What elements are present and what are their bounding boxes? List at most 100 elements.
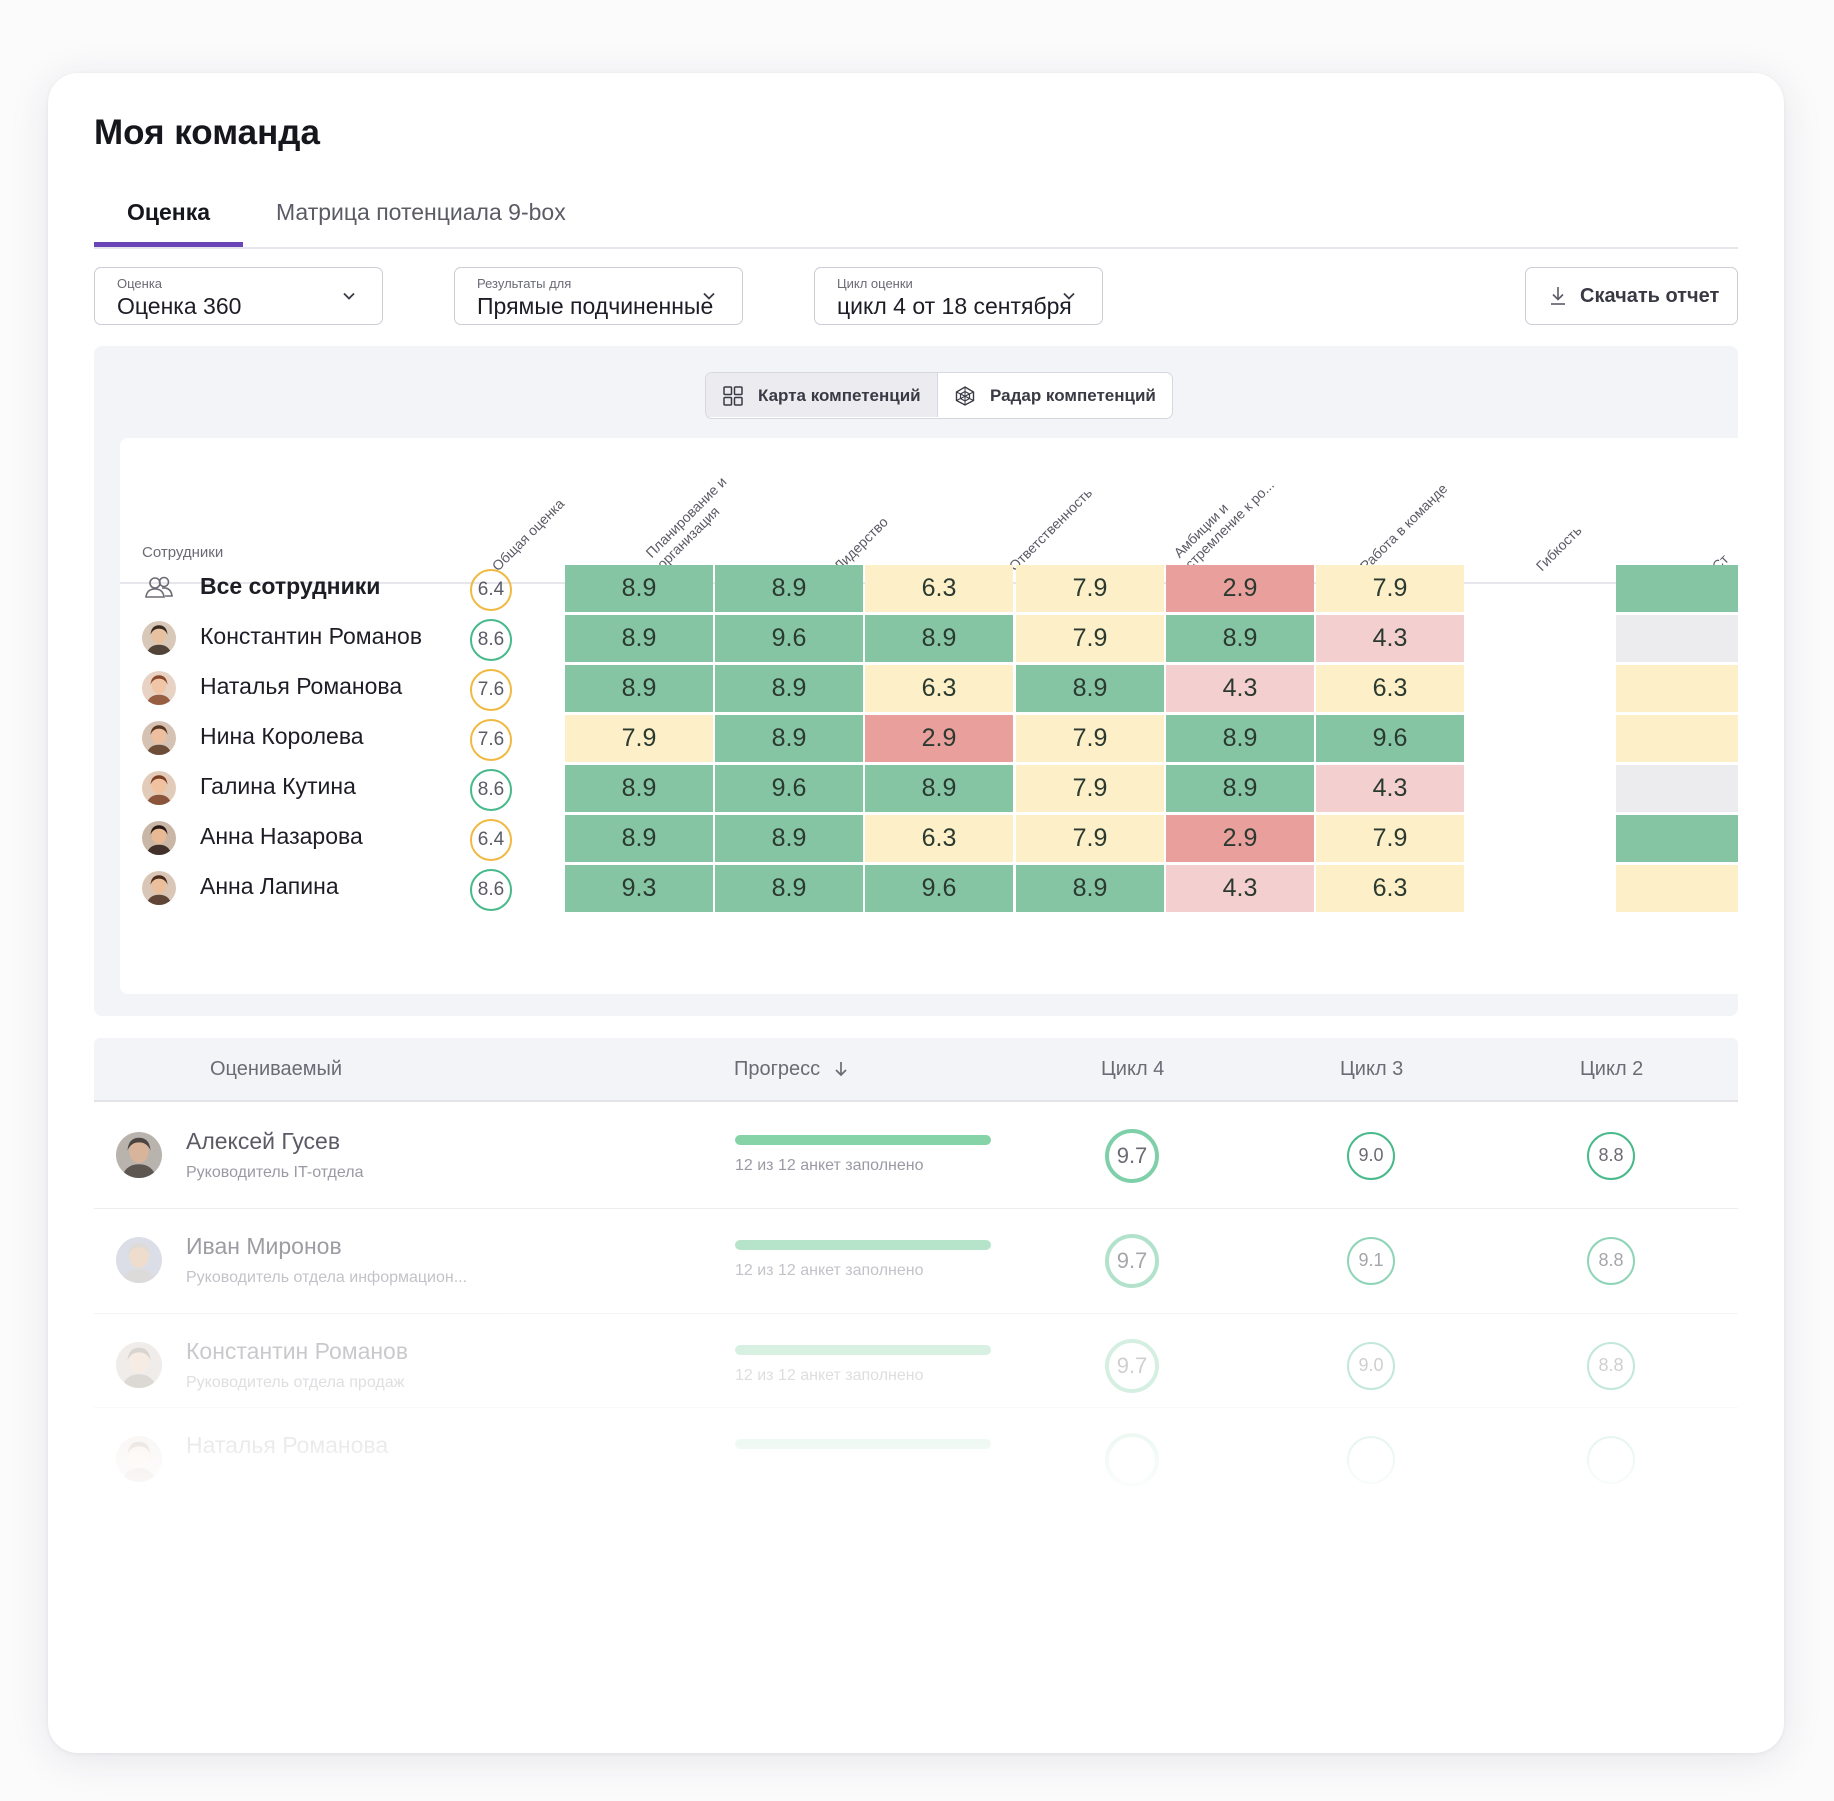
assessee-name[interactable]: Иван Миронов [186, 1233, 342, 1259]
overall-score-badge: 7.6 [470, 669, 512, 711]
competency-map-toggle[interactable]: Карта компетенций [706, 373, 938, 417]
cycle3-score-badge: 9.1 [1347, 1237, 1395, 1285]
score-cell[interactable]: 6.3 [865, 565, 1013, 612]
score-cell[interactable]: 8.9 [1166, 715, 1314, 762]
score-cell[interactable]: 9.6 [865, 865, 1013, 912]
overall-score-column-header: Общая оценка [488, 495, 568, 574]
table-row[interactable]: Наталья Романова [94, 1408, 1738, 1487]
avatar [142, 671, 176, 705]
assessment-select[interactable]: Оценка Оценка 360 [94, 267, 383, 325]
score-cell-truncated[interactable] [1616, 565, 1738, 612]
cycle2-score-badge: 8.8 [1587, 1342, 1635, 1390]
avatar [142, 771, 176, 805]
chevron-down-icon [343, 292, 355, 300]
score-cell-truncated[interactable] [1616, 615, 1738, 662]
download-report-button[interactable]: Скачать отчет [1525, 267, 1738, 325]
score-cell[interactable]: 8.9 [565, 815, 713, 862]
employee-name[interactable]: Галина Кутина [200, 773, 356, 799]
column-header-teamwork: Работа в команде [1356, 480, 1451, 574]
employee-name[interactable]: Нина Королева [200, 723, 364, 749]
score-cell[interactable]: 2.9 [1166, 565, 1314, 612]
score-cell[interactable]: 6.3 [865, 815, 1013, 862]
results-for-select[interactable]: Результаты для Прямые подчиненные [454, 267, 743, 325]
progress-column-header[interactable]: Прогресс [734, 1058, 848, 1081]
score-cell[interactable]: 9.6 [715, 615, 863, 662]
all-employees-label[interactable]: Все сотрудники [200, 573, 381, 599]
score-cell[interactable]: 8.9 [715, 565, 863, 612]
tab-9box-matrix[interactable]: Матрица потенциала 9-box [276, 199, 566, 225]
score-cell[interactable]: 8.9 [715, 715, 863, 762]
score-cell[interactable]: 7.9 [1016, 715, 1164, 762]
employee-name[interactable]: Анна Лапина [200, 873, 339, 899]
score-cell[interactable]: 9.6 [715, 765, 863, 812]
score-cell[interactable]: 8.9 [865, 765, 1013, 812]
score-cell[interactable]: 6.3 [1316, 665, 1464, 712]
score-cell[interactable]: 2.9 [1166, 815, 1314, 862]
score-cell[interactable]: 8.9 [715, 815, 863, 862]
cycle-select[interactable]: Цикл оценки цикл 4 от 18 сентября [814, 267, 1103, 325]
overall-score-badge: 8.6 [470, 619, 512, 661]
progress-text: 12 из 12 анкет заполнено [735, 1157, 924, 1174]
score-cell[interactable]: 6.3 [1316, 865, 1464, 912]
overall-score-badge: 7.6 [470, 719, 512, 761]
score-cell[interactable]: 4.3 [1166, 865, 1314, 912]
score-cell[interactable]: 9.6 [1316, 715, 1464, 762]
score-cell[interactable]: 7.9 [565, 715, 713, 762]
score-cell[interactable]: 8.9 [715, 865, 863, 912]
cycle3-score-badge: 9.0 [1347, 1342, 1395, 1390]
score-cell[interactable]: 8.9 [565, 565, 713, 612]
avatar [116, 1342, 162, 1388]
assessee-name[interactable]: Наталья Романова [186, 1432, 389, 1458]
score-cell[interactable]: 8.9 [865, 615, 1013, 662]
cycle3-score-badge: 9.0 [1347, 1132, 1395, 1180]
score-cell[interactable]: 8.9 [1166, 615, 1314, 662]
avatar [116, 1237, 162, 1283]
table-row[interactable]: Иван Миронов Руководитель отдела информац… [94, 1209, 1738, 1314]
overall-score-badge: 8.6 [470, 769, 512, 811]
score-cell[interactable]: 7.9 [1316, 815, 1464, 862]
score-cell[interactable]: 7.9 [1016, 615, 1164, 662]
competency-radar-toggle[interactable]: Радар компетенций [938, 373, 1172, 417]
score-cell-truncated[interactable] [1616, 665, 1738, 712]
table-row[interactable]: Алексей Гусев Руководитель IT-отдела 12 из… [94, 1104, 1738, 1209]
tab-assessment[interactable]: Оценка [94, 199, 243, 247]
avatar [116, 1132, 162, 1178]
employee-name[interactable]: Анна Назарова [200, 823, 363, 849]
score-cell[interactable]: 8.9 [715, 665, 863, 712]
score-cell[interactable]: 4.3 [1316, 615, 1464, 662]
assessment-select-label: Оценка [117, 276, 163, 291]
avatar [142, 871, 176, 905]
score-cell[interactable]: 8.9 [1166, 765, 1314, 812]
employee-name[interactable]: Константин Романов [200, 623, 423, 649]
score-cell-truncated[interactable] [1616, 865, 1738, 912]
cycle2-score-badge: 8.8 [1587, 1132, 1635, 1180]
score-cell[interactable]: 2.9 [865, 715, 1013, 762]
score-cell-truncated[interactable] [1616, 815, 1738, 862]
score-cell-truncated[interactable] [1616, 765, 1738, 812]
score-cell[interactable]: 7.9 [1016, 765, 1164, 812]
assessee-name[interactable]: Константин Романов [186, 1338, 409, 1364]
assessee-name[interactable]: Алексей Гусев [186, 1128, 341, 1154]
score-cell[interactable]: 9.3 [565, 865, 713, 912]
score-cell[interactable]: 7.9 [1016, 815, 1164, 862]
progress-text: 12 из 12 анкет заполнено [735, 1367, 924, 1384]
overall-score-badge: 8.6 [470, 869, 512, 911]
employee-name[interactable]: Наталья Романова [200, 673, 403, 699]
score-cell[interactable]: 8.9 [565, 665, 713, 712]
score-cell[interactable]: 7.9 [1016, 565, 1164, 612]
assessment-select-value: Оценка 360 [117, 293, 242, 319]
results-for-select-label: Результаты для [477, 276, 572, 291]
cycle4-score-badge: 9.7 [1105, 1234, 1159, 1288]
score-cell[interactable]: 7.9 [1316, 565, 1464, 612]
score-cell-truncated[interactable] [1616, 715, 1738, 762]
score-cell[interactable]: 8.9 [1016, 665, 1164, 712]
score-cell[interactable]: 8.9 [565, 765, 713, 812]
score-cell[interactable]: 6.3 [865, 665, 1013, 712]
score-cell[interactable]: 4.3 [1166, 665, 1314, 712]
score-cell[interactable]: 4.3 [1316, 765, 1464, 812]
column-header-ambition: Амбиции и стремление к ро... [1170, 476, 1278, 572]
radar-icon [955, 386, 975, 406]
table-row[interactable]: Константин Романов Руководитель отдела пр… [94, 1314, 1738, 1408]
score-cell[interactable]: 8.9 [565, 615, 713, 662]
score-cell[interactable]: 8.9 [1016, 865, 1164, 912]
